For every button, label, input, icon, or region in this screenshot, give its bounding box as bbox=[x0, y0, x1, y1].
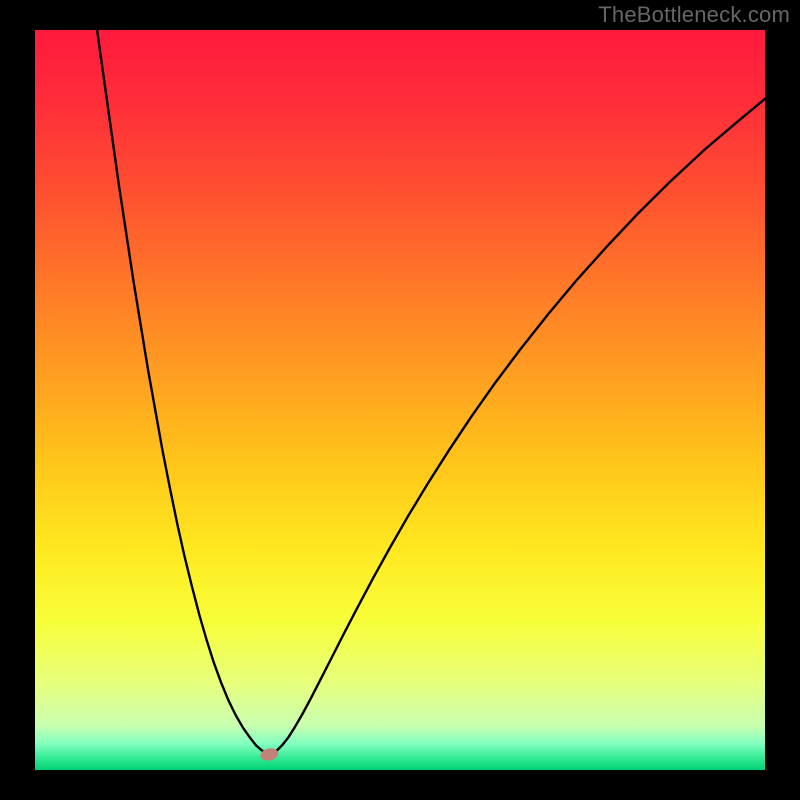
plot-gradient-background bbox=[35, 30, 765, 770]
bottleneck-curve-chart bbox=[0, 0, 800, 800]
chart-container: TheBottleneck.com bbox=[0, 0, 800, 800]
watermark-text: TheBottleneck.com bbox=[598, 2, 790, 28]
